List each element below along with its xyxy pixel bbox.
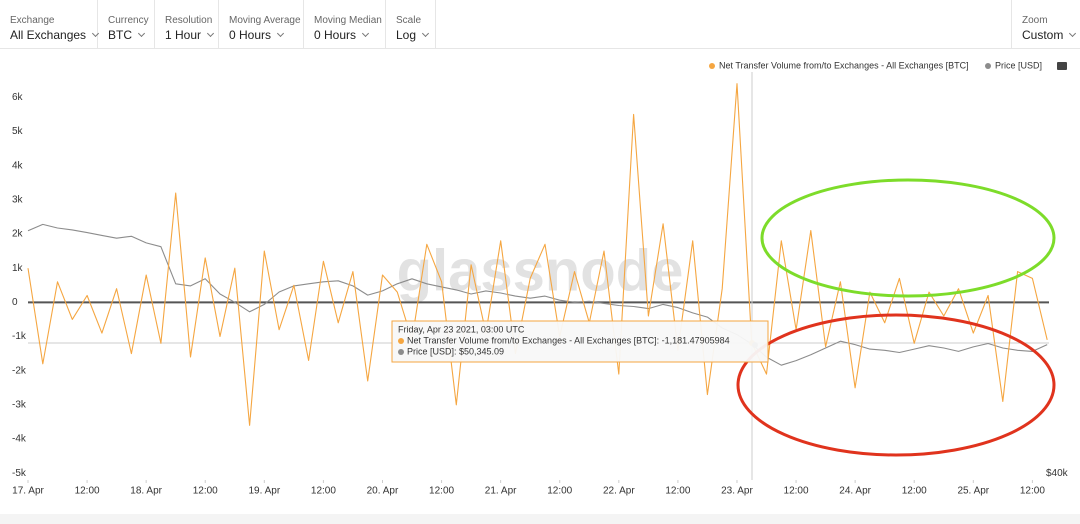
- y-tick-label: 6k: [12, 92, 24, 103]
- series-line: [27, 83, 1048, 426]
- tooltip-line: Price [USD]: $50,345.09: [407, 346, 504, 356]
- tooltip-marker: [398, 349, 404, 355]
- x-tick-label: 12:00: [665, 486, 690, 497]
- y-tick-label: 5k: [12, 126, 24, 137]
- dropdown-value: 0 Hours: [314, 28, 368, 42]
- legend-marker: [985, 63, 991, 69]
- dropdown[interactable]: Moving Average 0 Hours: [219, 0, 304, 48]
- x-tick-label: 25. Apr: [957, 486, 989, 497]
- y-tick-label: -5k: [12, 468, 27, 479]
- x-tick-label: 21. Apr: [485, 486, 517, 497]
- tooltip-title: Friday, Apr 23 2021, 03:00 UTC: [398, 324, 525, 334]
- x-tick-label: 18. Apr: [130, 486, 162, 497]
- camera-icon[interactable]: [1057, 62, 1067, 70]
- y-tick-label: -1k: [12, 331, 27, 342]
- dropdown[interactable]: Resolution 1 Hour: [155, 0, 219, 48]
- legend-label: Price [USD]: [995, 60, 1042, 70]
- dropdown[interactable]: Zoom Custom: [1011, 0, 1080, 48]
- dropdown-value: Log: [396, 28, 428, 42]
- x-tick-label: 12:00: [547, 486, 572, 497]
- dropdown-label: Resolution: [165, 15, 213, 26]
- y-tick-label: -4k: [12, 434, 27, 445]
- x-tick-label: 23. Apr: [721, 486, 753, 497]
- x-tick-label: 12:00: [429, 486, 454, 497]
- tooltip-marker: [398, 338, 404, 344]
- dropdown[interactable]: Scale Log: [386, 0, 436, 48]
- x-tick-label: 17. Apr: [12, 486, 44, 497]
- dropdown-label: Zoom: [1022, 15, 1048, 26]
- x-tick-label: 12:00: [902, 486, 927, 497]
- y-tick-label: 0: [12, 297, 18, 308]
- x-tick-label: 20. Apr: [367, 486, 399, 497]
- legend-marker: [709, 63, 715, 69]
- x-tick-label: 12:00: [311, 486, 336, 497]
- dropdown-label: Moving Average: [229, 15, 301, 26]
- y-tick-label: -3k: [12, 399, 27, 410]
- x-tick-label: 24. Apr: [839, 486, 871, 497]
- x-tick-label: 12:00: [1020, 486, 1045, 497]
- toolbar: Exchange All Exchanges Currency BTC Resoluti…: [0, 0, 1080, 49]
- dropdown[interactable]: Moving Median 0 Hours: [304, 0, 386, 48]
- y-tick-label: 3k: [12, 194, 24, 205]
- dropdown-label: Exchange: [10, 15, 55, 26]
- tooltip-box: [391, 320, 769, 363]
- dropdown-value: BTC: [108, 28, 144, 42]
- dropdown-label: Moving Median: [314, 15, 382, 26]
- x-tick-label: 19. Apr: [248, 486, 280, 497]
- x-tick-label: 12:00: [75, 486, 100, 497]
- annotation-ellipse: [760, 178, 1056, 298]
- dropdown-value: All Exchanges: [10, 28, 98, 42]
- x-tick-label: 12:00: [193, 486, 218, 497]
- dropdown[interactable]: Currency BTC: [98, 0, 155, 48]
- y2-tick-label: $40k: [1046, 468, 1069, 479]
- series-line: [27, 223, 1048, 366]
- y-tick-label: 2k: [12, 229, 24, 240]
- y-tick-label: 4k: [12, 160, 24, 171]
- legend-label: Net Transfer Volume from/to Exchanges - …: [719, 60, 969, 70]
- x-tick-label: 22. Apr: [603, 486, 635, 497]
- annotation-ellipse: [736, 313, 1056, 457]
- dropdown[interactable]: Exchange All Exchanges: [0, 0, 98, 48]
- dropdown-label: Currency: [108, 15, 149, 26]
- watermark: glassnode: [397, 238, 684, 303]
- tooltip-line: Net Transfer Volume from/to Exchanges - …: [407, 335, 730, 345]
- dropdown-value: 0 Hours: [229, 28, 283, 42]
- y-tick-label: -2k: [12, 365, 27, 376]
- x-tick-label: 12:00: [784, 486, 809, 497]
- dropdown-value: 1 Hour: [165, 28, 213, 42]
- dropdown-label: Scale: [396, 15, 422, 26]
- dropdown-value: Custom: [1022, 28, 1075, 42]
- navigator: [0, 514, 1080, 524]
- y-tick-label: 1k: [12, 263, 24, 274]
